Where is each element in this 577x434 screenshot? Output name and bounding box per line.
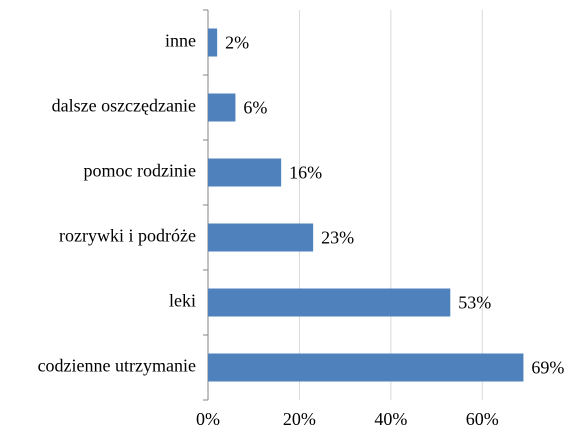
y-tick-label: codzienne utrzymanie [38,356,196,376]
data-label: 2% [225,33,249,53]
x-tick-label: 0% [196,409,220,429]
y-tick-label: inne [165,31,196,51]
x-tick-label: 40% [374,409,407,429]
data-label: 69% [531,358,564,378]
data-label: 53% [458,293,491,313]
y-tick-label: rozrywki i podróże [59,226,196,246]
data-label: 16% [289,163,322,183]
bar [208,93,236,122]
data-label: 6% [243,98,267,118]
x-tick-label: 60% [466,409,499,429]
x-tick-label: 20% [283,409,316,429]
data-label: 23% [321,228,354,248]
y-tick-label: pomoc rodzinie [84,161,196,181]
bar [208,353,524,382]
bar [208,158,282,187]
y-tick-label: leki [169,291,196,311]
y-tick-label: dalsze oszczędzanie [52,96,196,116]
bar [208,223,314,252]
bar [208,288,451,317]
bar [208,28,218,57]
